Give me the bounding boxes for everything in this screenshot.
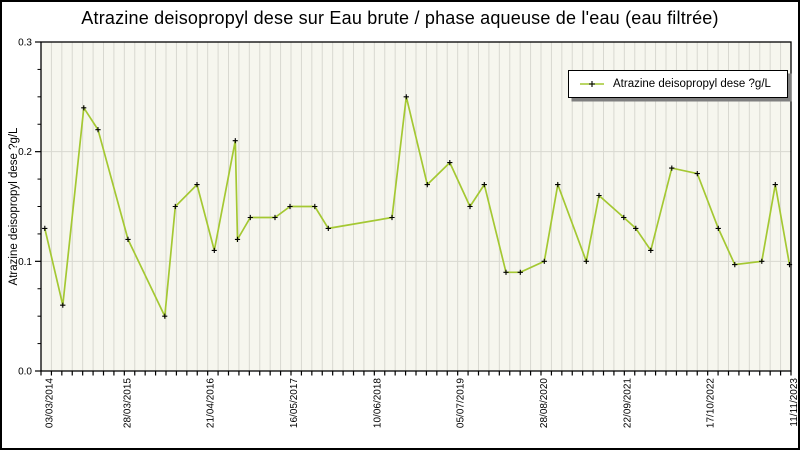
y-tick-label: 0.3 [18, 38, 32, 49]
data-point [583, 258, 589, 264]
y-axis-labels: 0.0 0.1 0.2 0.3 [18, 38, 32, 378]
data-point [162, 313, 168, 319]
data-point [596, 192, 602, 199]
data-point [247, 214, 253, 221]
data-point [42, 225, 48, 231]
data-point [194, 182, 200, 188]
x-tick-label: 11/11/2023 [789, 378, 800, 427]
data-point [633, 225, 639, 231]
legend-marker-icon [580, 81, 604, 87]
x-axis-ticks [40, 371, 792, 376]
data-point [648, 247, 654, 253]
x-tick-label: 03/03/2014 [45, 378, 56, 428]
x-tick-label: 22/09/2021 [622, 378, 633, 428]
x-tick-label: 17/10/2022 [706, 378, 717, 428]
data-point [234, 236, 241, 242]
x-tick-label: 10/06/2018 [372, 378, 383, 428]
horizontal-gridlines [41, 151, 791, 262]
data-point [424, 182, 430, 188]
data-point [715, 225, 721, 231]
data-point [172, 203, 178, 210]
y-axis-major-ticks [35, 41, 41, 372]
data-point [272, 214, 278, 221]
data-point [759, 258, 765, 264]
chart-title: Atrazine deisopropyl dese sur Eau brute … [81, 8, 719, 28]
data-point [211, 247, 217, 253]
data-point [287, 203, 293, 210]
data-point [467, 203, 473, 210]
x-tick-label: 16/05/2017 [289, 378, 300, 428]
x-tick-label: 05/07/2019 [456, 378, 467, 428]
y-axis-title: Atrazine deisopropyl dese ?g/L [8, 127, 20, 286]
y-tick-label: 0.2 [18, 147, 32, 158]
data-point [786, 262, 793, 268]
data-point [95, 127, 101, 133]
data-point [325, 225, 331, 231]
series-line [43, 96, 791, 320]
y-tick-label: 0.1 [18, 257, 32, 268]
data-point [81, 105, 87, 111]
data-point [60, 302, 66, 308]
data-point [125, 236, 131, 242]
x-tick-label: 28/03/2015 [122, 378, 133, 428]
data-point [403, 94, 409, 100]
data-point [732, 262, 738, 268]
data-point [447, 160, 453, 166]
data-point [517, 269, 523, 275]
data-point [621, 214, 627, 221]
legend-label: Atrazine deisopropyl dese ?g/L [613, 78, 771, 90]
data-point [772, 182, 778, 188]
data-point [503, 269, 509, 275]
x-tick-label: 21/04/2016 [206, 378, 217, 428]
y-tick-label: 0.0 [18, 367, 32, 378]
legend: Atrazine deisopropyl dese ?g/L [568, 70, 788, 98]
data-point [312, 203, 318, 210]
data-point [669, 165, 675, 171]
data-point [389, 214, 395, 221]
data-point [232, 138, 238, 144]
plot-frame [40, 41, 792, 372]
x-axis-labels: 03/03/2014 28/03/2015 21/04/2016 16/05/2017… [45, 378, 800, 428]
x-tick-label: 28/08/2020 [539, 378, 550, 428]
data-point [481, 182, 487, 188]
data-point [555, 182, 561, 188]
data-point [541, 258, 547, 264]
data-point-markers [42, 94, 793, 319]
data-point [694, 171, 700, 177]
